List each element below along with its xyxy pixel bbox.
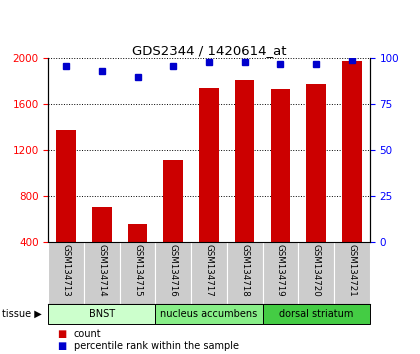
Text: ■: ■ [57, 341, 66, 350]
Text: percentile rank within the sample: percentile rank within the sample [74, 341, 239, 350]
Text: GSM134719: GSM134719 [276, 244, 285, 297]
Text: tissue ▶: tissue ▶ [2, 309, 42, 319]
Bar [163, 160, 183, 242]
Bar [56, 130, 76, 242]
Bar [262, 242, 298, 304]
Text: GSM134716: GSM134716 [169, 244, 178, 297]
Bar [262, 304, 370, 324]
Text: GSM134718: GSM134718 [240, 244, 249, 297]
Bar [298, 242, 334, 304]
Text: GSM134721: GSM134721 [347, 244, 356, 297]
Text: GSM134720: GSM134720 [312, 244, 320, 297]
Title: GDS2344 / 1420614_at: GDS2344 / 1420614_at [132, 44, 286, 57]
Bar [92, 207, 112, 242]
Bar [128, 224, 147, 242]
Text: GSM134717: GSM134717 [205, 244, 213, 297]
Text: GSM134715: GSM134715 [133, 244, 142, 297]
Text: dorsal striatum: dorsal striatum [279, 309, 353, 319]
Bar [155, 242, 191, 304]
Text: ■: ■ [57, 329, 66, 339]
Text: BNST: BNST [89, 309, 115, 319]
Text: nucleus accumbens: nucleus accumbens [160, 309, 257, 319]
Bar [227, 242, 262, 304]
Text: GSM134713: GSM134713 [62, 244, 71, 297]
Bar [191, 242, 227, 304]
Bar [342, 61, 362, 242]
Bar [48, 242, 84, 304]
Bar [48, 304, 155, 324]
Text: GSM134714: GSM134714 [97, 244, 106, 297]
Bar [84, 242, 120, 304]
Bar [235, 80, 255, 242]
Bar [155, 304, 262, 324]
Bar [199, 88, 219, 242]
Bar [120, 242, 155, 304]
Bar [334, 242, 370, 304]
Bar [306, 84, 326, 242]
Bar [270, 90, 290, 242]
Text: count: count [74, 329, 101, 339]
